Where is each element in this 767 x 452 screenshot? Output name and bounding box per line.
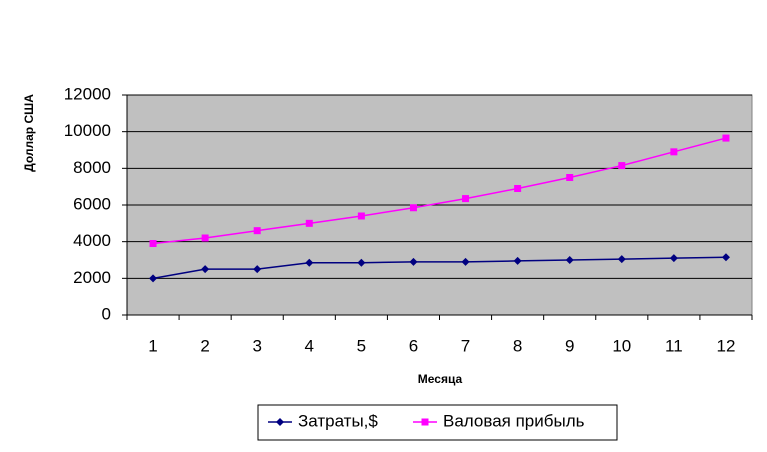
x-tick-label: 10: [612, 336, 631, 355]
y-tick-label: 8000: [73, 158, 111, 177]
x-tick-label: 2: [200, 336, 209, 355]
legend-text: Затраты,$: [298, 411, 378, 430]
x-tick-label: 8: [513, 336, 522, 355]
data-point: [618, 162, 626, 170]
y-tick-label: 0: [102, 304, 111, 323]
data-point: [357, 212, 365, 220]
x-tick-label: 3: [252, 336, 261, 355]
data-point: [409, 257, 418, 266]
data-point: [566, 174, 574, 181]
x-axis-title: Месяца: [418, 372, 463, 386]
data-point: [513, 256, 522, 265]
data-point: [149, 240, 157, 247]
data-point: [305, 258, 314, 267]
legend-marker: [421, 418, 429, 426]
y-axis-title: Доллар США: [22, 94, 36, 172]
legend: [257, 404, 618, 441]
y-tick-label: 4000: [73, 231, 111, 250]
x-tick-label: 9: [565, 336, 574, 355]
data-point: [669, 254, 678, 263]
y-tick-label: 2000: [73, 268, 111, 287]
x-tick-label: 4: [305, 336, 314, 355]
x-tick-label: 5: [357, 336, 366, 355]
data-point: [721, 253, 730, 262]
data-point: [617, 255, 626, 264]
data-point: [253, 227, 261, 235]
data-point: [357, 258, 366, 267]
data-point: [201, 265, 210, 274]
data-point: [565, 256, 574, 264]
series-line: [152, 137, 727, 245]
y-tick-label: 12000: [64, 84, 111, 103]
x-tick-label: 12: [716, 336, 735, 355]
legend-text: Валовая прибыль: [443, 411, 585, 430]
series-line: [152, 256, 726, 280]
data-point: [201, 234, 209, 242]
data-point: [670, 148, 678, 156]
data-point: [253, 265, 262, 274]
y-tick-label: 6000: [73, 194, 111, 213]
data-point: [461, 257, 470, 266]
y-tick-label: 10000: [64, 121, 111, 140]
data-point: [149, 274, 158, 283]
x-tick-label: 11: [665, 336, 683, 355]
data-point: [462, 195, 470, 203]
legend-marker: [276, 418, 284, 426]
x-tick-label: 6: [409, 336, 418, 355]
data-point: [409, 204, 417, 212]
data-point: [305, 219, 313, 227]
data-point: [722, 134, 730, 142]
x-tick-label: 7: [461, 336, 470, 355]
x-tick-label: 1: [148, 336, 157, 355]
data-point: [514, 185, 522, 192]
